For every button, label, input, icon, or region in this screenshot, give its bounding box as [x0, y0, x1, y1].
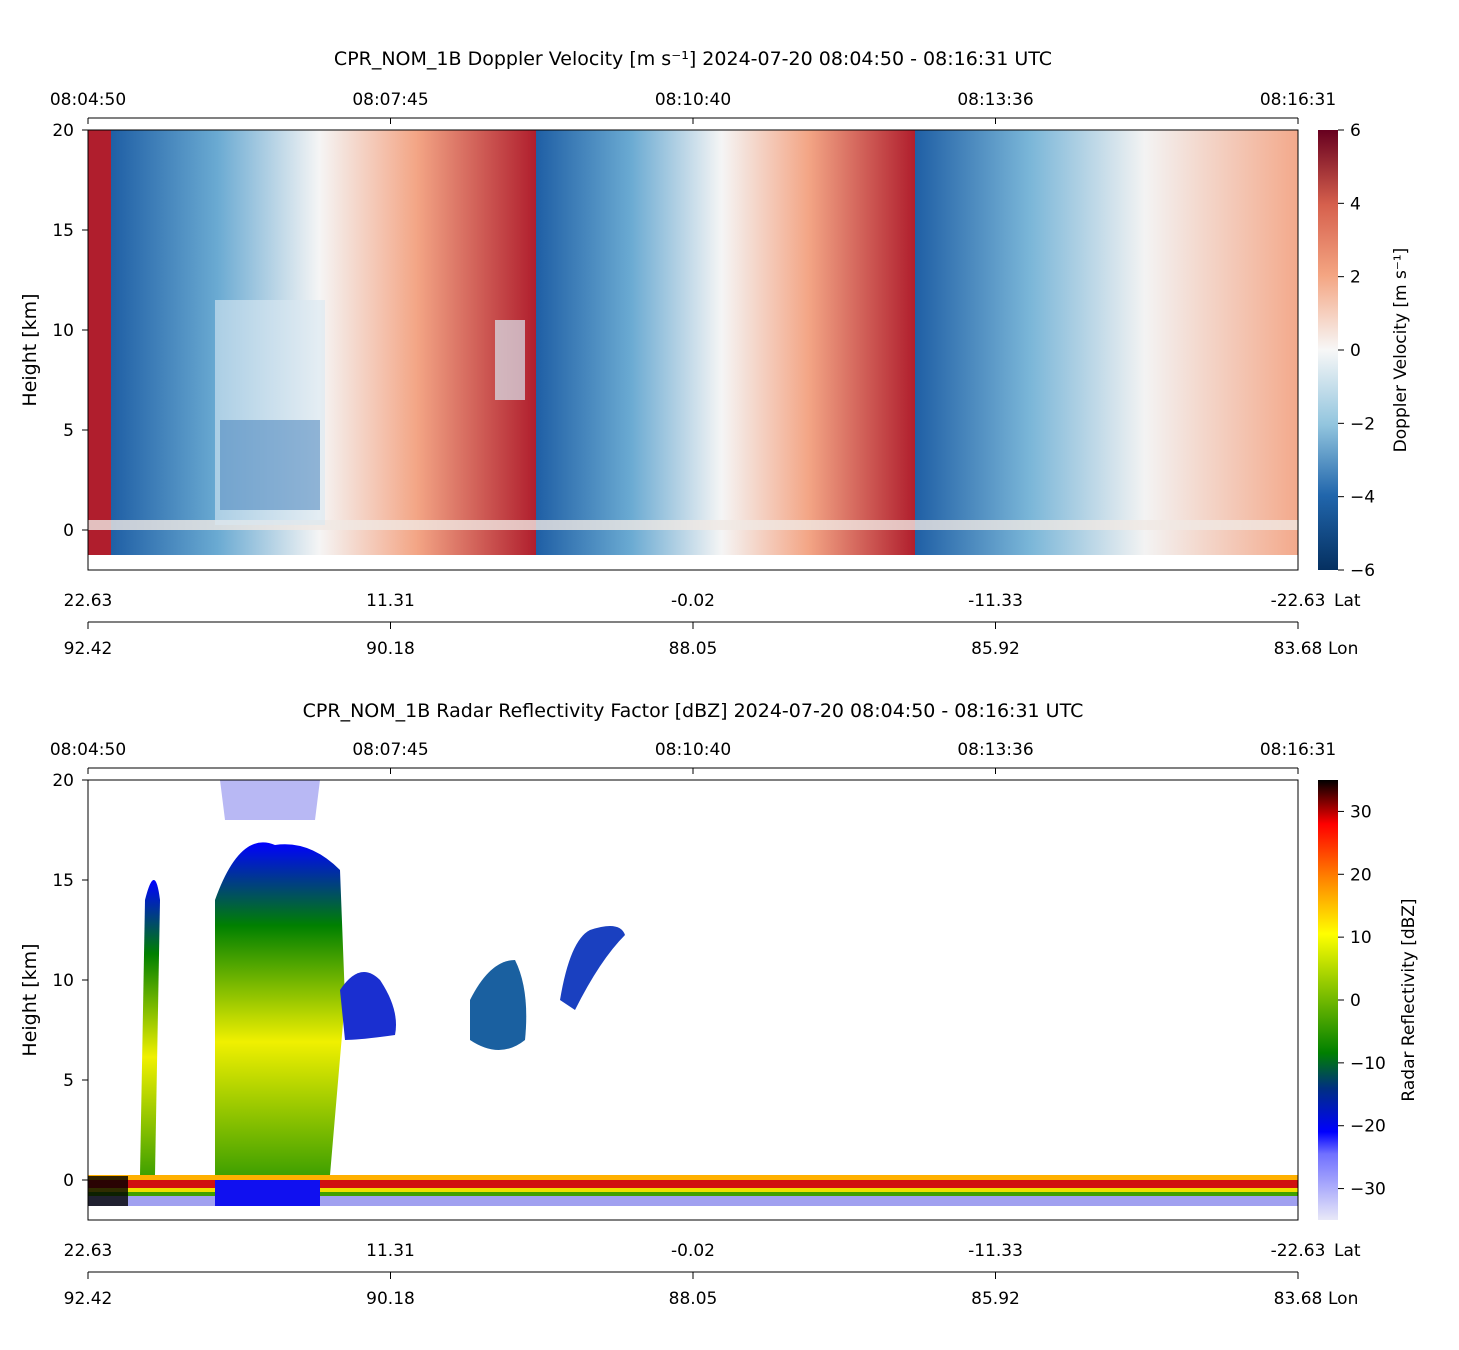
lat-tick-label: -0.02 — [671, 1241, 715, 1261]
y-tick-label: 5 — [63, 421, 74, 441]
lon-tick-label: 90.18 — [366, 1289, 415, 1309]
reflectivity-title: CPR_NOM_1B Radar Reflectivity Factor [dB… — [303, 700, 1084, 722]
lon-tick-label: 92.42 — [64, 1289, 113, 1309]
lon-tick-label: 83.68 — [1274, 1289, 1323, 1309]
lon-tick-label: 90.18 — [366, 639, 415, 659]
doppler-heatmap — [88, 130, 1298, 555]
lat-tick-label: 11.31 — [366, 1241, 415, 1261]
lon-label: Lon — [1328, 1289, 1358, 1309]
lat-tick-label: 22.63 — [64, 591, 113, 611]
colorbar-tick-label: 0 — [1350, 991, 1361, 1011]
colorbar-tick-label: 10 — [1350, 928, 1372, 948]
y-tick-label: 20 — [52, 121, 74, 141]
time-tick-label: 08:07:45 — [352, 740, 428, 760]
time-tick-label: 08:10:40 — [655, 90, 731, 110]
time-tick-label: 08:16:31 — [1260, 740, 1336, 760]
reflectivity-axes-frame — [87, 779, 1299, 1221]
colorbar-tick-label: 2 — [1350, 268, 1361, 288]
reflectivity-ylabel: Height [km] — [19, 943, 41, 1056]
y-tick-label: 5 — [63, 1071, 74, 1091]
lon-tick-label: 88.05 — [669, 1289, 718, 1309]
lat-tick-label: -0.02 — [671, 591, 715, 611]
lat-label: Lat — [1334, 591, 1361, 611]
reflectivity-colorbar — [1318, 780, 1338, 1220]
doppler-colorbar — [1318, 130, 1338, 570]
doppler-panel: CPR_NOM_1B Doppler Velocity [m s⁻¹] 2024… — [19, 48, 1411, 659]
lon-tick-label: 83.68 — [1274, 639, 1323, 659]
colorbar-tick-label: −20 — [1350, 1117, 1386, 1137]
lon-tick-label: 88.05 — [669, 639, 718, 659]
lon-label: Lon — [1328, 639, 1358, 659]
colorbar-tick-label: −4 — [1350, 488, 1375, 508]
reflectivity-heatmap — [88, 780, 1298, 1220]
colorbar-tick-label: 4 — [1350, 194, 1361, 214]
colorbar-tick-label: −6 — [1350, 561, 1375, 581]
lat-tick-label: -11.33 — [968, 1241, 1023, 1261]
y-tick-label: 10 — [52, 971, 74, 991]
time-tick-label: 08:10:40 — [655, 740, 731, 760]
colorbar-tick-label: 0 — [1350, 341, 1361, 361]
y-tick-label: 10 — [52, 321, 74, 341]
reflectivity-colorbar-label: Radar Reflectivity [dBZ] — [1399, 898, 1419, 1101]
time-tick-label: 08:16:31 — [1260, 90, 1336, 110]
doppler-title: CPR_NOM_1B Doppler Velocity [m s⁻¹] 2024… — [334, 48, 1052, 70]
y-tick-label: 0 — [63, 1171, 74, 1191]
colorbar-tick-label: 6 — [1350, 121, 1361, 141]
lat-tick-label: -22.63 — [1271, 1241, 1326, 1261]
doppler-ylabel: Height [km] — [19, 293, 41, 406]
time-tick-label: 08:07:45 — [352, 90, 428, 110]
colorbar-tick-label: −2 — [1350, 414, 1375, 434]
time-tick-label: 08:04:50 — [50, 740, 126, 760]
lon-tick-label: 85.92 — [971, 1289, 1020, 1309]
time-tick-label: 08:04:50 — [50, 90, 126, 110]
y-tick-label: 15 — [52, 221, 74, 241]
colorbar-tick-label: −10 — [1350, 1054, 1386, 1074]
y-tick-label: 15 — [52, 871, 74, 891]
time-tick-label: 08:13:36 — [957, 740, 1033, 760]
doppler-axes-frame — [87, 129, 1299, 571]
reflectivity-panel: CPR_NOM_1B Radar Reflectivity Factor [dB… — [19, 700, 1419, 1309]
colorbar-tick-label: 20 — [1350, 865, 1372, 885]
lat-tick-label: -11.33 — [968, 591, 1023, 611]
colorbar-tick-label: 30 — [1350, 802, 1372, 822]
lat-tick-label: 11.31 — [366, 591, 415, 611]
lat-tick-label: 22.63 — [64, 1241, 113, 1261]
doppler-colorbar-label: Doppler Velocity [m s⁻¹] — [1391, 248, 1411, 453]
lon-tick-label: 92.42 — [64, 639, 113, 659]
y-tick-label: 0 — [63, 521, 74, 541]
lon-tick-label: 85.92 — [971, 639, 1020, 659]
y-tick-label: 20 — [52, 771, 74, 791]
colorbar-tick-label: −30 — [1350, 1180, 1386, 1200]
lat-label: Lat — [1334, 1241, 1361, 1261]
lat-tick-label: -22.63 — [1271, 591, 1326, 611]
time-tick-label: 08:13:36 — [957, 90, 1033, 110]
